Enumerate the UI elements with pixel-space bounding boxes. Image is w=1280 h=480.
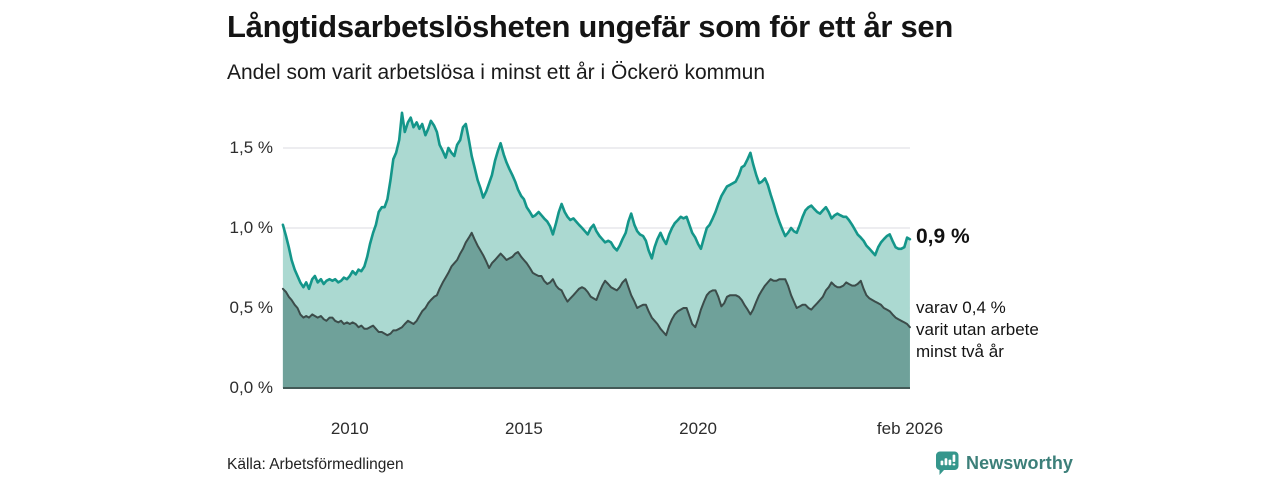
y-tick-label: 0,5 % xyxy=(229,298,273,317)
page-title: Långtidsarbetslösheten ungefär som för e… xyxy=(227,9,954,44)
newsworthy-wordmark: Newsworthy xyxy=(966,453,1074,473)
two-year-annotation: varav 0,4 % varit utan arbete minst två … xyxy=(916,297,1039,363)
x-tick-label: feb 2026 xyxy=(876,419,944,438)
newsworthy-logo-icon xyxy=(936,451,959,475)
y-tick-label: 0,0 % xyxy=(229,378,273,397)
x-tick-label: 2020 xyxy=(679,419,718,438)
x-tick-label: 2015 xyxy=(505,419,543,438)
y-tick-label: 1,0 % xyxy=(229,218,273,237)
x-tick-label: 2010 xyxy=(330,419,369,438)
annotation-line-2: varit utan arbete xyxy=(916,320,1039,339)
annotation-line-1: varav 0,4 % xyxy=(916,298,1006,317)
chart-subtitle: Andel som varit arbetslösa i minst ett å… xyxy=(227,61,766,84)
latest-value-label: 0,9 % xyxy=(916,225,970,248)
y-tick-label: 1,5 % xyxy=(229,138,273,157)
line-total xyxy=(281,111,912,291)
annotation-line-3: minst två år xyxy=(916,342,1004,361)
newsworthy-brand: Newsworthy xyxy=(936,451,1073,476)
area-two-years xyxy=(282,232,910,388)
line-two-years xyxy=(281,231,911,337)
source-credit: Källa: Arbetsförmedlingen xyxy=(227,456,404,473)
